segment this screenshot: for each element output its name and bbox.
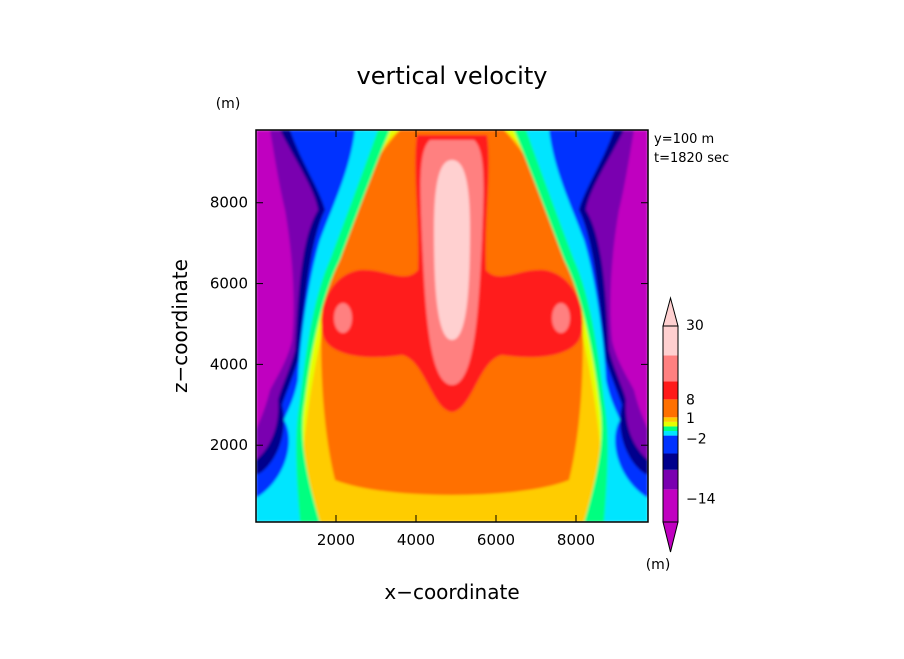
colorbar: 30 8 1 −2 −14 xyxy=(662,296,716,553)
info-line-t: t=1820 sec xyxy=(654,151,729,166)
colorbar-bin xyxy=(663,421,678,427)
colorbar-tick-label: 8 xyxy=(686,392,695,408)
x-tick-label: 4000 xyxy=(397,531,435,549)
y-tick-label: 8000 xyxy=(210,194,248,212)
colorbar-bin xyxy=(663,426,678,432)
x-axis-ticks: 2000 4000 6000 8000 xyxy=(317,130,595,549)
plot-frame xyxy=(255,129,649,523)
colorbar-bin xyxy=(663,453,678,470)
colorbar-unit: (m) xyxy=(646,557,671,573)
region-pink-lobe-right xyxy=(552,303,570,333)
region-light-pink xyxy=(434,160,470,340)
heatmap-field xyxy=(256,130,648,522)
colorbar-tick-label: 30 xyxy=(686,318,704,334)
colorbar-bin xyxy=(663,381,678,400)
y-axis-label: z−coordinate xyxy=(168,259,192,393)
y-axis-ticks: 2000 4000 6000 8000 xyxy=(210,194,648,454)
x-tick-label: 2000 xyxy=(317,531,355,549)
colorbar-tick-label: −2 xyxy=(686,432,707,448)
colorbar-bin xyxy=(663,469,678,490)
colorbar-bin xyxy=(663,489,678,522)
colorbar-bin xyxy=(663,399,678,418)
chart-title: vertical velocity xyxy=(357,62,548,90)
y-tick-label: 4000 xyxy=(210,355,248,373)
left-side-bands xyxy=(256,130,390,522)
colorbar-top-cap xyxy=(662,296,679,327)
x-tick-label: 6000 xyxy=(477,531,515,549)
info-line-y: y=100 m xyxy=(654,132,714,147)
x-axis-label: x−coordinate xyxy=(384,580,519,604)
x-tick-label: 8000 xyxy=(557,531,595,549)
y-tick-label: 2000 xyxy=(210,436,248,454)
right-side-bands xyxy=(514,130,648,522)
colorbar-bin xyxy=(663,417,678,422)
colorbar-bin xyxy=(663,435,678,454)
region-pink-lobe-left xyxy=(334,303,352,333)
colorbar-tick-label: −14 xyxy=(686,491,716,507)
colorbar-bottom-cap xyxy=(662,521,679,553)
y-tick-label: 6000 xyxy=(210,275,248,293)
colorbar-tick-label: 1 xyxy=(686,411,695,427)
colorbar-bin xyxy=(663,355,678,382)
colorbar-bin xyxy=(663,326,678,356)
colorbar-frame xyxy=(662,325,679,523)
colorbar-bin xyxy=(663,431,678,436)
y-axis-unit: (m) xyxy=(216,96,241,112)
